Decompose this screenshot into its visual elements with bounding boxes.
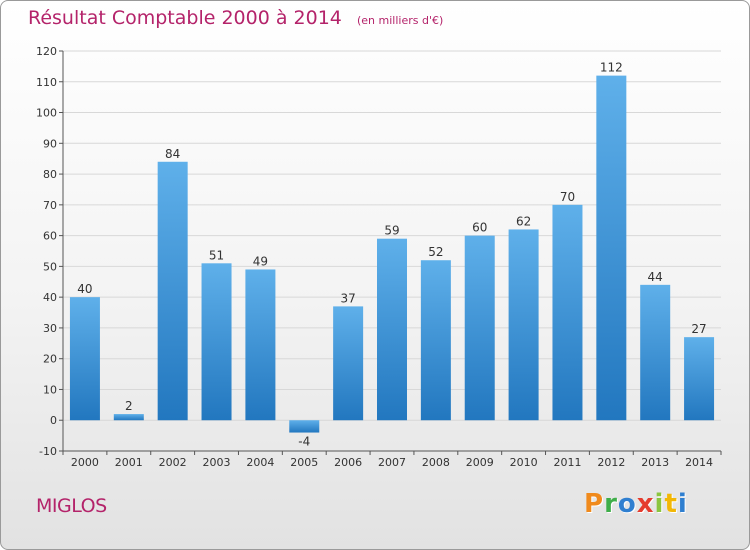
bar-value-label: 40	[77, 282, 92, 296]
x-tick-label: 2014	[685, 456, 713, 469]
logo-letter: o	[617, 489, 637, 519]
bar-value-label: 60	[472, 221, 487, 235]
bar-value-label: 49	[253, 254, 268, 268]
x-tick-label: 2009	[466, 456, 494, 469]
bar-value-label: -4	[298, 435, 310, 449]
bar-value-label: 70	[560, 190, 575, 204]
bar-2012	[596, 75, 627, 421]
bar-value-label: 2	[125, 399, 133, 413]
logo-letter: x	[636, 489, 655, 519]
bar-2002	[157, 161, 188, 421]
bar-2003	[201, 263, 232, 421]
bar-value-label: 27	[691, 322, 706, 336]
bar-value-label: 62	[516, 214, 531, 228]
x-tick-label: 2000	[71, 456, 99, 469]
bar-2009	[464, 235, 495, 421]
bar-2006	[333, 306, 364, 421]
y-tick-label: 10	[43, 383, 57, 396]
x-tick-label: 2010	[510, 456, 538, 469]
bar-value-label: 112	[600, 61, 623, 75]
y-tick-label: 80	[43, 168, 57, 181]
bar-value-label: 44	[648, 270, 663, 284]
bar-2008	[420, 260, 451, 421]
x-tick-label: 2013	[641, 456, 669, 469]
x-tick-label: 2002	[159, 456, 187, 469]
bar-2011	[552, 204, 583, 421]
logo-letter: i	[677, 489, 688, 519]
bar-layer: 40 2 84 51 49 -4 37 59 52 60 62 70 112 44 27	[69, 61, 715, 449]
x-tick-label: 2007	[378, 456, 406, 469]
bar-2010	[508, 229, 539, 421]
x-tick-label: 2012	[597, 456, 625, 469]
y-tick-label: 100	[36, 107, 57, 120]
x-tick-label: 2005	[290, 456, 318, 469]
y-tick-label: 20	[43, 353, 57, 366]
logo-letter: i	[654, 489, 665, 519]
bar-value-label: 52	[428, 245, 443, 259]
axis-layer: -10 0 10 20 30 40 50 60 70 80 90 100 110 120 2000 2001 2…	[36, 45, 722, 469]
bar-2005	[289, 420, 320, 433]
bar-2004	[245, 269, 276, 421]
y-tick-label: 30	[43, 322, 57, 335]
chart-title-main: Résultat Comptable 2000 à 2014	[28, 7, 342, 29]
y-tick-label: -10	[39, 445, 57, 458]
y-tick-label: 90	[43, 137, 57, 150]
bar-2000	[69, 297, 100, 421]
logo-letter: t	[664, 489, 678, 519]
y-tick-label: 0	[50, 414, 57, 427]
commune-name: MIGLOS	[36, 495, 107, 517]
y-tick-label: 120	[36, 45, 57, 58]
bar-2001	[113, 414, 144, 421]
y-tick-label: 60	[43, 230, 57, 243]
x-tick-label: 2003	[203, 456, 231, 469]
x-tick-label: 2001	[115, 456, 143, 469]
y-tick-label: 50	[43, 260, 57, 273]
bar-value-label: 59	[384, 224, 399, 238]
bar-2007	[377, 238, 407, 421]
bar-2014	[684, 337, 715, 421]
x-tick-label: 2011	[553, 456, 581, 469]
logo-letter: r	[604, 489, 618, 519]
y-tick-label: 40	[43, 291, 57, 304]
x-tick-label: 2006	[334, 456, 362, 469]
chart-title-unit: (en milliers d'€)	[356, 14, 444, 27]
bar-2013	[640, 284, 671, 421]
logo-letter: P	[584, 489, 605, 519]
chart-title: Résultat Comptable 2000 à 2014 (en milli…	[28, 7, 443, 29]
bar-value-label: 37	[340, 291, 355, 305]
bar-value-label: 84	[165, 147, 180, 161]
x-tick-label: 2004	[246, 456, 274, 469]
y-tick-label: 110	[36, 76, 57, 89]
x-tick-label: 2008	[422, 456, 450, 469]
y-tick-label: 70	[43, 199, 57, 212]
proxiti-logo[interactable]: Proxiti	[584, 489, 688, 519]
bar-value-label: 51	[209, 248, 224, 262]
